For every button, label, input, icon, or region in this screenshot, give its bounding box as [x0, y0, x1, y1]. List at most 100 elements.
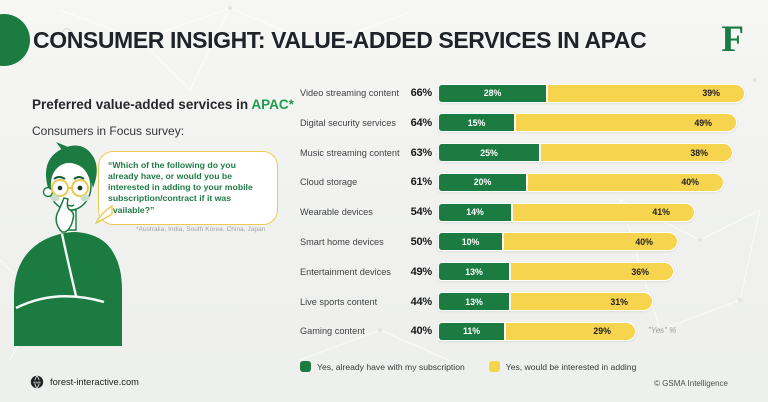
bar-total-label: 50% [410, 235, 433, 248]
bar-segment-interested: 41% [513, 204, 694, 221]
bar-segment-have: 15% [439, 114, 516, 132]
bar-segment-have-value: 11% [462, 326, 481, 337]
bar-track: 11% 29% [438, 321, 636, 341]
chart-row: Music streaming content 63% 25% 38% [300, 143, 760, 163]
survey-footnote: *Australia, India, South Korea, China, J… [136, 226, 266, 233]
chart-row: Gaming content 40% 11% 29% [300, 321, 760, 341]
globe-www-icon: www [30, 375, 44, 389]
bar-total-label: 40% [410, 325, 433, 338]
bar-segment-interested: 40% [528, 174, 723, 191]
bar-track: 15% 49% [438, 113, 737, 133]
legend-item-have: Yes, already have with my subscription [300, 361, 465, 372]
chart-legend: Yes, already have with my subscription Y… [300, 361, 636, 372]
bar-segment-interested: 29% [506, 323, 635, 340]
legend-label-have: Yes, already have with my subscription [317, 361, 465, 372]
bar-total-label: 63% [410, 146, 433, 159]
bar-total-label: 44% [410, 295, 433, 308]
survey-question-text: “Which of the following do you already h… [108, 160, 253, 215]
bar-segment-interested-value: 38% [690, 147, 708, 158]
bar-track: 14% 41% [438, 202, 695, 222]
section-heading: Preferred value-added services in APAC* [32, 97, 294, 112]
bar-segment-have: 13% [439, 263, 511, 281]
bar-segment-have-value: 20% [473, 177, 492, 188]
bar-segment-interested: 36% [511, 263, 673, 280]
survey-question-bubble: “Which of the following do you already h… [98, 151, 278, 225]
bar-segment-have: 20% [439, 173, 528, 191]
bar-category-label: Video streaming content [300, 88, 399, 98]
bar-segment-have: 14% [439, 203, 513, 221]
chart-row: Video streaming content 66% 28% 39% [300, 83, 760, 103]
bar-segment-interested: 31% [511, 293, 652, 310]
bubble-tail [94, 204, 113, 225]
chart-note: "Yes" % [648, 326, 677, 335]
footer-credit: © GSMA Intelligence [654, 379, 728, 388]
bar-segment-have: 28% [439, 84, 548, 102]
bar-segment-interested-value: 41% [652, 207, 670, 218]
bar-segment-have: 25% [439, 144, 541, 162]
bar-track: 25% 38% [438, 143, 733, 163]
bar-segment-have-value: 14% [466, 207, 484, 218]
bar-segment-have-value: 28% [483, 88, 502, 98]
bar-category-label: Gaming content [300, 326, 365, 337]
bar-category-label: Entertainment devices [300, 266, 391, 277]
bar-segment-interested: 39% [548, 85, 744, 102]
bar-segment-have: 10% [439, 233, 504, 251]
chart-row: Live sports content 44% 13% 31% [300, 292, 760, 312]
bar-segment-have: 13% [439, 293, 511, 311]
bar-segment-interested-value: 40% [681, 177, 699, 188]
chart-row: Wearable devices 54% 14% 41% [300, 202, 760, 222]
chart-row: Smart home devices 50% 10% 40% [300, 232, 760, 252]
bar-segment-interested-value: 31% [610, 296, 628, 307]
bar-segment-interested-value: 49% [694, 117, 712, 128]
legend-label-interested: Yes, would be interested in adding [505, 361, 637, 372]
bar-segment-interested-value: 40% [635, 236, 653, 247]
bar-segment-interested: 38% [541, 144, 732, 161]
chart-row: Digital security services 64% 15% 49% [300, 113, 760, 133]
chart-row: Cloud storage 61% 20% 40% [300, 172, 760, 192]
brand-logo: F [721, 19, 744, 60]
bar-track: 13% 31% [438, 292, 653, 312]
legend-item-interested: Yes, would be interested in adding [488, 361, 637, 372]
section-subheading: Consumers in Focus survey: [32, 124, 185, 138]
bar-segment-interested-value: 39% [702, 88, 720, 98]
bar-segment-have-value: 13% [465, 266, 483, 277]
bar-segment-have-value: 15% [467, 117, 486, 128]
bar-segment-interested-value: 29% [593, 326, 611, 337]
bar-track: 13% 36% [438, 262, 674, 282]
bar-category-label: Music streaming content [300, 147, 400, 158]
footer-website: www forest-interactive.com [30, 375, 139, 389]
bar-category-label: Live sports content [300, 296, 378, 307]
page-title: CONSUMER INSIGHT: VALUE-ADDED SERVICES I… [33, 27, 647, 53]
bar-category-label: Digital security services [300, 117, 396, 128]
bar-segment-interested: 40% [504, 233, 677, 250]
bar-segment-interested: 49% [516, 114, 736, 131]
bar-total-label: 49% [410, 265, 433, 278]
section-heading-text: Preferred value-added services in [32, 97, 252, 112]
svg-text:www: www [33, 380, 41, 384]
bar-segment-have-value: 10% [461, 236, 480, 247]
bar-category-label: Wearable devices [300, 207, 373, 218]
bar-track: 20% 40% [438, 172, 724, 192]
bar-track: 10% 40% [438, 232, 678, 252]
bar-segment-have: 11% [439, 322, 506, 340]
person-illustration [14, 142, 122, 346]
chart-row: Entertainment devices 49% 13% 36% [300, 262, 760, 282]
bar-segment-interested-value: 36% [631, 266, 649, 277]
bar-total-label: 66% [410, 87, 433, 99]
bar-category-label: Smart home devices [300, 236, 384, 247]
decorative-dot [62, 28, 72, 38]
bar-category-label: Cloud storage [300, 177, 358, 188]
bar-segment-have-value: 13% [465, 296, 483, 307]
corner-accent-circle [0, 14, 30, 66]
bar-total-label: 54% [410, 206, 433, 219]
bar-total-label: 64% [410, 116, 433, 129]
bar-segment-have-value: 25% [480, 147, 498, 158]
legend-swatch-have [300, 361, 311, 372]
website-text: forest-interactive.com [50, 377, 139, 387]
legend-swatch-interested [488, 361, 500, 372]
section-heading-highlight: APAC* [251, 97, 294, 112]
chart-rows: Video streaming content 66% 28% 39% Digital … [300, 83, 760, 341]
bar-chart: Video streaming content 66% 28% 39% Digital … [300, 83, 760, 352]
bar-total-label: 61% [410, 176, 433, 189]
bar-track: 28% 39% [438, 83, 745, 103]
